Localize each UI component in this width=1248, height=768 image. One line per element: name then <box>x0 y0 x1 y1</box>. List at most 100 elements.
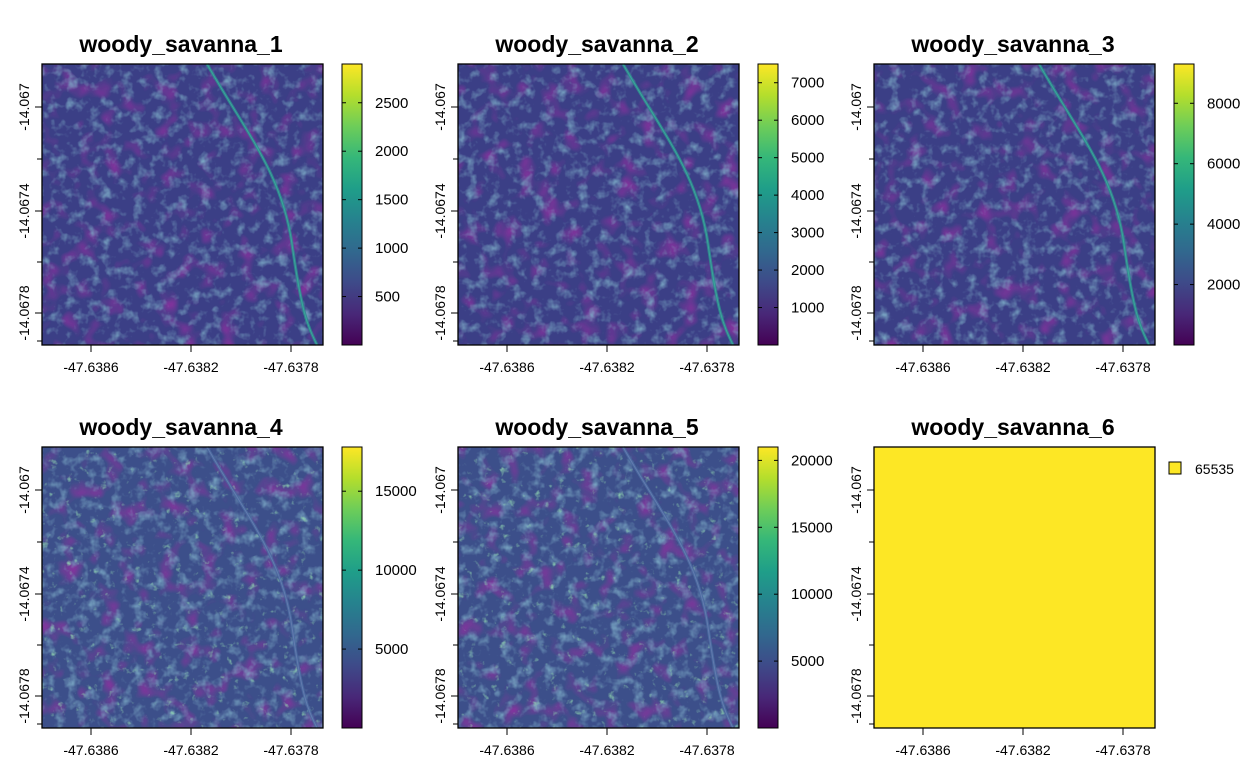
colorbar-gradient <box>341 63 363 346</box>
x-axis: -47.6386 -47.6382 -47.6378 <box>479 728 735 758</box>
y-tick-label: -14.0678 <box>432 285 448 340</box>
x-axis: -47.6386 -47.6382 -47.6378 <box>895 345 1151 375</box>
colorbar-gradient <box>1173 63 1195 346</box>
colorbar: 2000 4000 6000 8000 <box>1173 63 1240 346</box>
colorbar-tick-label: 1000 <box>791 300 824 317</box>
colorbar-tick-label: 2000 <box>375 143 408 160</box>
road-centerline <box>1038 63 1150 346</box>
colorbar: 1000 2000 3000 4000 5000 6000 7000 <box>757 63 824 346</box>
x-tick-label: -47.6382 <box>995 359 1050 375</box>
y-tick-label: -14.0678 <box>16 285 32 340</box>
x-tick-label: -47.6378 <box>1095 359 1150 375</box>
x-axis: -47.6386 -47.6382 -47.6378 <box>479 345 735 375</box>
legend-label: 65535 <box>1195 461 1234 477</box>
colorbar-gradient <box>757 446 779 729</box>
colorbar-tick-label: 5000 <box>791 653 824 670</box>
panel-woody-savanna-3: woody_savanna_3 -47.6386 -47.6382 -47.63… <box>848 31 1240 375</box>
road-centerline <box>622 446 734 729</box>
raster-area <box>873 63 1156 346</box>
colorbar-gradient <box>757 63 779 346</box>
raster-area <box>457 63 740 346</box>
colorbar-gradient <box>341 446 363 729</box>
raster-bright-texture <box>458 447 739 728</box>
y-axis: -14.067 -14.0674 -14.0678 <box>432 83 458 342</box>
colorbar-tick-label: 10000 <box>791 586 833 603</box>
panel-woody-savanna-5: woody_savanna_5 -47.6386 -47.6382 -47.63… <box>432 414 833 758</box>
colorbar-tick-label: 5000 <box>791 150 824 167</box>
colorbar-tick-label: 2000 <box>791 262 824 279</box>
x-tick-label: -47.6386 <box>479 742 534 758</box>
colorbar-tick-label: 15000 <box>375 483 417 500</box>
y-tick-label: -14.0678 <box>16 668 32 723</box>
colorbar-tick-label: 4000 <box>1207 216 1240 233</box>
legend: 65535 <box>1168 461 1234 477</box>
x-tick-label: -47.6382 <box>579 359 634 375</box>
colorbar-tick-label: 20000 <box>791 452 833 469</box>
x-tick-label: -47.6378 <box>679 359 734 375</box>
panel-title: woody_savanna_2 <box>494 31 698 57</box>
y-tick-label: -14.067 <box>848 83 864 131</box>
colorbar-tick-label: 8000 <box>1207 95 1240 112</box>
road-centerline <box>206 63 318 346</box>
x-tick-label: -47.6382 <box>163 359 218 375</box>
colorbar-tick-label: 2000 <box>1207 277 1240 294</box>
x-tick-label: -47.6382 <box>163 742 218 758</box>
raster-bright-texture <box>42 447 323 728</box>
y-axis: -14.067 -14.0674 -14.0678 <box>16 83 42 342</box>
y-tick-label: -14.0678 <box>848 285 864 340</box>
colorbar: 5000 10000 15000 <box>341 446 417 729</box>
y-axis: -14.067 -14.0674 -14.0678 <box>848 83 874 342</box>
colorbar-tick-label: 15000 <box>791 519 833 536</box>
road-centerline <box>206 446 318 729</box>
x-tick-label: -47.6378 <box>263 742 318 758</box>
colorbar-tick-label: 1500 <box>375 192 408 209</box>
colorbar: 5000 10000 15000 20000 <box>757 446 833 729</box>
colorbar: 500 1000 1500 2000 2500 <box>341 63 408 346</box>
colorbar-tick-label: 7000 <box>791 75 824 92</box>
y-tick-label: -14.067 <box>16 83 32 131</box>
raster-canopy-texture <box>42 64 323 345</box>
x-tick-label: -47.6386 <box>63 359 118 375</box>
y-tick-label: -14.067 <box>432 466 448 514</box>
panel-title: woody_savanna_4 <box>78 414 282 440</box>
y-tick-label: -14.067 <box>16 466 32 514</box>
panel-woody-savanna-1: woody_savanna_1 -47.6386 -47.6382 -47.63… <box>16 31 408 375</box>
x-tick-label: -47.6378 <box>679 742 734 758</box>
panel-woody-savanna-2: woody_savanna_2 -47.6386 -47.6382 -47.63… <box>432 31 824 375</box>
raster-frame <box>41 63 324 346</box>
raster-area <box>41 446 324 729</box>
panel-woody-savanna-4: woody_savanna_4 -47.6386 -47.6382 -47.63… <box>16 414 417 758</box>
x-axis: -47.6386 -47.6382 -47.6378 <box>63 728 319 758</box>
colorbar-tick-label: 6000 <box>791 112 824 129</box>
raster-constant-fill <box>873 446 1156 729</box>
colorbar-tick-label: 10000 <box>375 562 417 579</box>
y-axis: -14.067 -14.0674 -14.0678 <box>432 466 458 725</box>
colorbar-tick-label: 5000 <box>375 641 408 658</box>
colorbar-tick-label: 6000 <box>1207 156 1240 173</box>
raster-area <box>41 63 324 346</box>
panel-woody-savanna-6: woody_savanna_6 -47.6386 -47.6382 -47.63… <box>848 414 1234 758</box>
y-tick-label: -14.067 <box>848 466 864 514</box>
panel-title: woody_savanna_6 <box>910 414 1114 440</box>
x-tick-label: -47.6386 <box>895 742 950 758</box>
y-tick-label: -14.0678 <box>432 668 448 723</box>
x-tick-label: -47.6378 <box>1095 742 1150 758</box>
raster-frame <box>457 446 740 729</box>
x-axis: -47.6386 -47.6382 -47.6378 <box>895 728 1151 758</box>
legend-swatch <box>1168 461 1182 475</box>
colorbar-tick-label: 2500 <box>375 95 408 112</box>
raster-frame <box>457 63 740 346</box>
colorbar-tick-label: 3000 <box>791 225 824 242</box>
panel-title: woody_savanna_3 <box>910 31 1114 57</box>
x-tick-label: -47.6378 <box>263 359 318 375</box>
y-tick-label: -14.0674 <box>16 566 32 621</box>
raster-area <box>457 446 740 729</box>
y-tick-label: -14.0674 <box>432 566 448 621</box>
colorbar-tick-label: 4000 <box>791 187 824 204</box>
x-axis: -47.6386 -47.6382 -47.6378 <box>63 345 319 375</box>
raster-canopy-texture <box>874 64 1155 345</box>
y-axis: -14.067 -14.0674 -14.0678 <box>848 466 874 725</box>
y-tick-label: -14.0678 <box>848 668 864 723</box>
y-tick-label: -14.0674 <box>848 183 864 238</box>
